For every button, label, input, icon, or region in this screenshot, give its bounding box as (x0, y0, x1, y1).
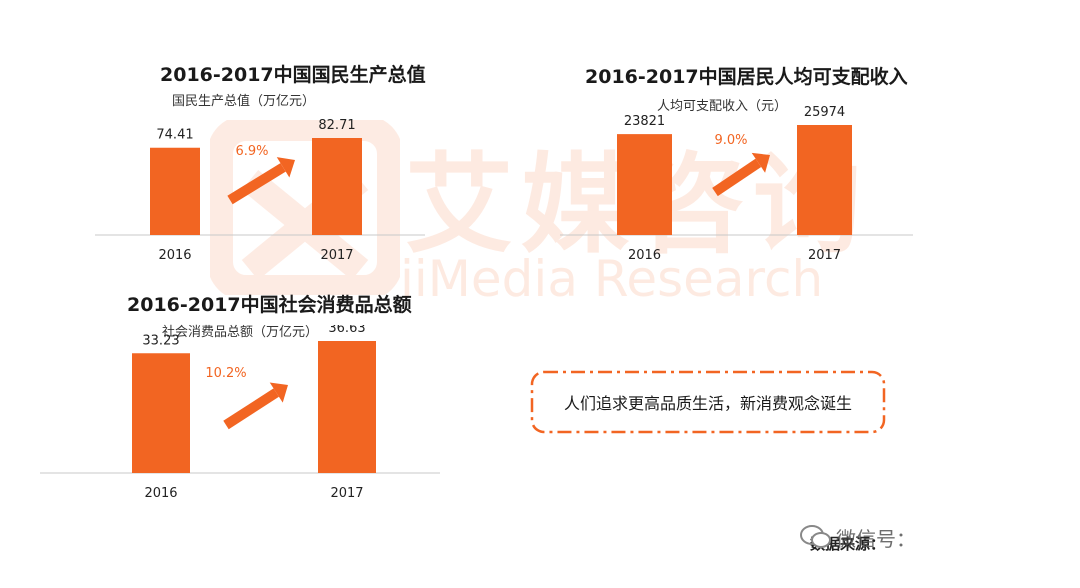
category-label-2016: 2016 (158, 248, 191, 263)
category-label-2017: 2017 (320, 248, 353, 263)
wechat-icon (800, 525, 831, 548)
bar-2016 (617, 134, 672, 235)
growth-arrow-icon (712, 152, 770, 197)
category-label-2017: 2017 (808, 248, 841, 263)
wechat-id-label: 微信号： (836, 527, 916, 551)
chart-3-title: 2016-2017中国社会消费品总额 (127, 294, 412, 316)
chart-gdp: 74.41 2016 82.71 2017 6.9% (95, 118, 425, 263)
category-label-2016: 2016 (144, 486, 177, 501)
category-label-2017: 2017 (330, 486, 363, 501)
bar-value-label: 74.41 (156, 128, 193, 143)
chart-1-title: 2016-2017中国国民生产总值 (160, 64, 426, 86)
bar-2017 (318, 341, 376, 473)
bar-value-label: 23821 (624, 114, 665, 129)
callout-border (530, 370, 886, 434)
chart-3-ylabel: 社会消费品总额（万亿元） (162, 325, 319, 340)
bar-value-label: 82.71 (318, 118, 355, 133)
callout-text: 人们追求更高品质生活，新消费观念诞生 (563, 394, 852, 413)
category-label-2016: 2016 (628, 248, 661, 263)
chart-retail: 33.23 2016 36.63 2017 10.2% (40, 325, 440, 501)
growth-arrow-icon (227, 157, 295, 205)
chart-2-title: 2016-2017中国居民人均可支配收入 (585, 66, 908, 88)
bar-2016 (132, 353, 190, 473)
growth-rate-label: 10.2% (205, 366, 246, 381)
watermark-english: iiMedia Research (400, 250, 824, 308)
chart-1-ylabel: 国民生产总值（万亿元） (172, 94, 316, 109)
growth-rate-label: 9.0% (714, 133, 747, 148)
bar-value-label: 33.23 (142, 333, 179, 348)
bar-value-label: 36.63 (328, 325, 365, 336)
bar-2017 (312, 138, 362, 235)
chart-2-ylabel: 人均可支配收入（元） (657, 99, 788, 114)
growth-arrow-icon (223, 382, 288, 430)
bar-2017 (797, 125, 852, 235)
bar-value-label: 25974 (804, 105, 845, 120)
chart-income: 23821 2016 25974 2017 9.0% (560, 105, 913, 263)
bar-2016 (150, 147, 200, 235)
growth-rate-label: 6.9% (235, 144, 268, 159)
callout-box: 人们追求更高品质生活，新消费观念诞生 (530, 370, 886, 434)
